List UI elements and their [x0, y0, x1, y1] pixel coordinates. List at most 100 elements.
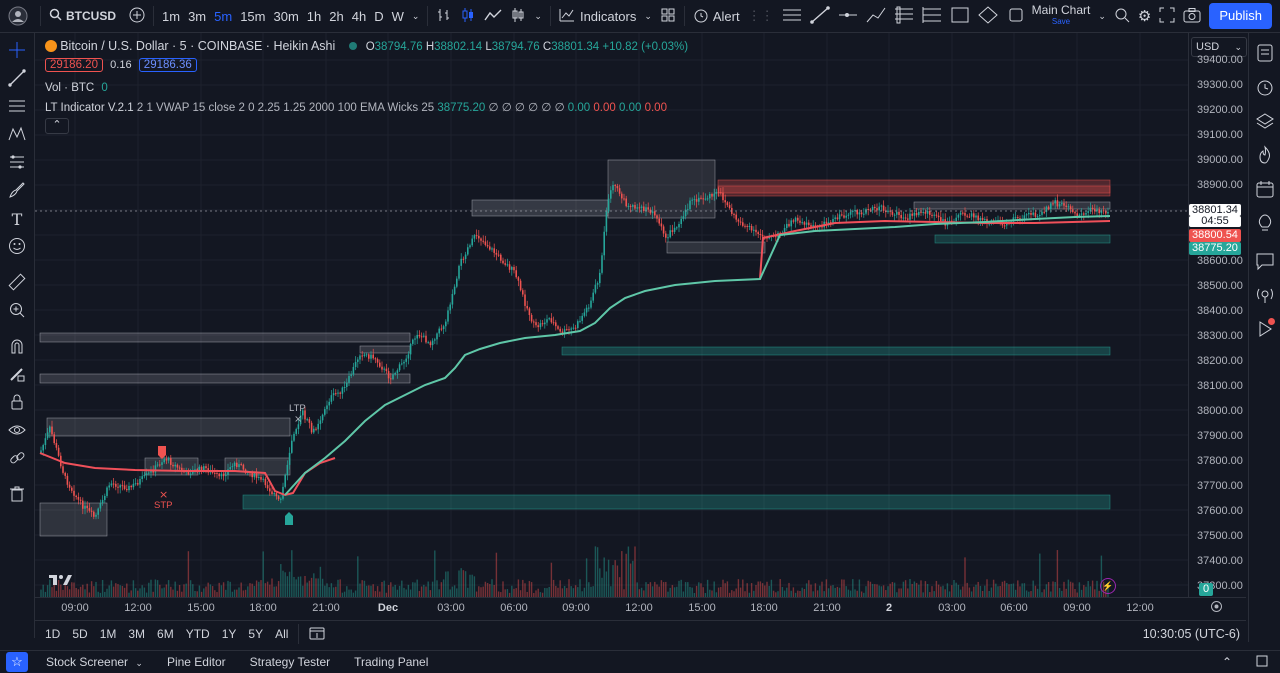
sell-button[interactable]: 29186.20 [45, 58, 103, 72]
pitchfork-tool[interactable] [918, 0, 946, 32]
line-style-button[interactable] [480, 0, 506, 32]
magnet-mode-button[interactable] [0, 333, 34, 361]
volume-bar [519, 590, 522, 597]
interval-4h[interactable]: 4h [351, 8, 367, 24]
streams-button[interactable] [1249, 279, 1280, 313]
lightning-icon[interactable]: ⚡ [1100, 578, 1116, 594]
panel-tab-strategy-tester[interactable]: Strategy Tester [249, 655, 331, 669]
range-1d[interactable]: 1D [45, 627, 61, 641]
range-5y[interactable]: 5Y [248, 627, 264, 641]
interval-3m[interactable]: 3m [188, 8, 207, 24]
interval-W[interactable]: W [391, 8, 404, 24]
notifications-button[interactable] [1249, 313, 1280, 347]
panel-tab-pine-editor[interactable]: Pine Editor [166, 655, 226, 669]
settings-button[interactable]: ⚙ [1134, 0, 1155, 32]
rectangle-tool[interactable] [946, 0, 974, 32]
maximize-panel-button[interactable] [1244, 655, 1280, 670]
favorites-button[interactable]: ☆ [0, 652, 34, 672]
layout-dropdown[interactable]: ⌄ [1094, 0, 1110, 32]
price-axis[interactable]: USD ⌄ 39400.00 39300.00 39200.00 39100.00 39… [1188, 33, 1247, 597]
chart-pane[interactable]: × × Bitcoin / U.S. Dollar · 5 · COINBASE … [35, 33, 1188, 597]
hotlists-button[interactable] [1249, 139, 1280, 173]
brush-tool[interactable] [0, 177, 34, 205]
user-avatar[interactable] [0, 0, 36, 32]
layout-button[interactable]: Main Chart Save [1004, 0, 1095, 32]
currency-selector[interactable]: USD ⌄ [1191, 37, 1247, 57]
symbol-search-button[interactable]: BTCUSD [45, 0, 125, 32]
axis-settings-button[interactable] [1210, 600, 1223, 616]
object-tree-button[interactable] [1249, 105, 1280, 139]
go-to-date-button[interactable] [303, 626, 331, 643]
volume-bar [781, 587, 784, 597]
path-tool[interactable] [862, 0, 890, 32]
alerts-button[interactable] [1249, 71, 1280, 105]
range-1y[interactable]: 1Y [221, 627, 237, 641]
drag-handle[interactable]: ⋮⋮ [747, 8, 774, 23]
polygon-tool[interactable] [974, 0, 1002, 32]
compare-symbol-button[interactable] [125, 0, 149, 32]
panel-tab-stock-screener[interactable]: Stock Screener ⌄ [34, 655, 155, 669]
horizontal-lines-tool[interactable] [778, 0, 806, 32]
volume-bar [876, 584, 878, 597]
interval-1h[interactable]: 1h [306, 8, 322, 24]
quick-search-button[interactable] [1110, 0, 1134, 32]
trend-line-tool[interactable] [0, 65, 34, 93]
range-ytd[interactable]: YTD [185, 627, 210, 641]
buy-button[interactable]: 29186.36 [138, 58, 197, 72]
candles-style-button[interactable] [456, 0, 480, 32]
timezone-clock[interactable]: 10:30:05 (UTC-6) [1142, 627, 1240, 641]
interval-15m[interactable]: 15m [240, 8, 266, 24]
interval-30m[interactable]: 30m [273, 8, 299, 24]
templates-button[interactable] [656, 0, 680, 32]
interval-D[interactable]: D [374, 8, 384, 24]
volume-bar [625, 553, 627, 597]
sync-drawings-button[interactable] [0, 445, 34, 473]
crosshair-tool[interactable] [0, 37, 34, 65]
chart-type-dropdown[interactable]: ⌄ [530, 0, 546, 32]
prediction-tool[interactable] [0, 149, 34, 177]
horizontal-ray-tool[interactable] [834, 0, 862, 32]
chats-button[interactable] [1249, 245, 1280, 279]
panel-tab-trading-panel[interactable]: Trading Panel [354, 655, 429, 669]
ideas-button[interactable] [1249, 207, 1280, 241]
time-axis[interactable]: 09:00 12:00 15:00 18:00 21:00 Dec 03:00 06:00 09… [35, 597, 1246, 618]
zoom-tool[interactable] [0, 297, 34, 325]
patterns-tool[interactable] [0, 121, 34, 149]
collapse-legend-button[interactable]: ⌃ [45, 118, 69, 134]
alert-button[interactable]: Alert [689, 0, 744, 32]
trend-line-tool[interactable] [806, 0, 834, 32]
interval-2h[interactable]: 2h [329, 8, 344, 24]
measure-tool[interactable] [0, 269, 34, 297]
watchlist-button[interactable] [1249, 37, 1280, 71]
candle-body [577, 321, 579, 329]
interval-dropdown[interactable]: ⌄ [408, 0, 424, 32]
indicators-button[interactable]: Indicators [555, 0, 640, 32]
price-chart-canvas[interactable]: ×× [35, 33, 1188, 597]
fib-tool[interactable] [890, 0, 918, 32]
range-3m[interactable]: 3M [128, 627, 146, 641]
emoji-tool[interactable] [0, 233, 34, 261]
hide-drawings-button[interactable] [0, 417, 34, 445]
volume-bar [599, 568, 601, 597]
snapshot-button[interactable] [1179, 0, 1205, 32]
remove-drawings-button[interactable] [0, 481, 34, 509]
range-5d[interactable]: 5D [72, 627, 88, 641]
fib-tool[interactable] [0, 93, 34, 121]
publish-button[interactable]: Publish [1209, 3, 1272, 29]
interval-1m[interactable]: 1m [162, 8, 181, 24]
range-all[interactable]: All [275, 627, 289, 641]
lock-drawings-button[interactable] [0, 389, 34, 417]
text-tool[interactable]: T [0, 205, 34, 233]
indicators-dropdown[interactable]: ⌄ [640, 0, 656, 32]
expand-panel-button[interactable]: ⌃ [1210, 655, 1244, 669]
fullscreen-button[interactable] [1155, 0, 1179, 32]
range-1m[interactable]: 1M [99, 627, 117, 641]
candle-body [398, 364, 401, 371]
bars-style-button[interactable] [432, 0, 456, 32]
interval-5m[interactable]: 5m [214, 8, 233, 24]
heikin-ashi-style-button[interactable] [506, 0, 530, 32]
candle-body [66, 475, 69, 485]
range-6m[interactable]: 6M [157, 627, 174, 641]
stay-in-drawing-mode-button[interactable] [0, 361, 34, 389]
calendar-button[interactable] [1249, 173, 1280, 207]
